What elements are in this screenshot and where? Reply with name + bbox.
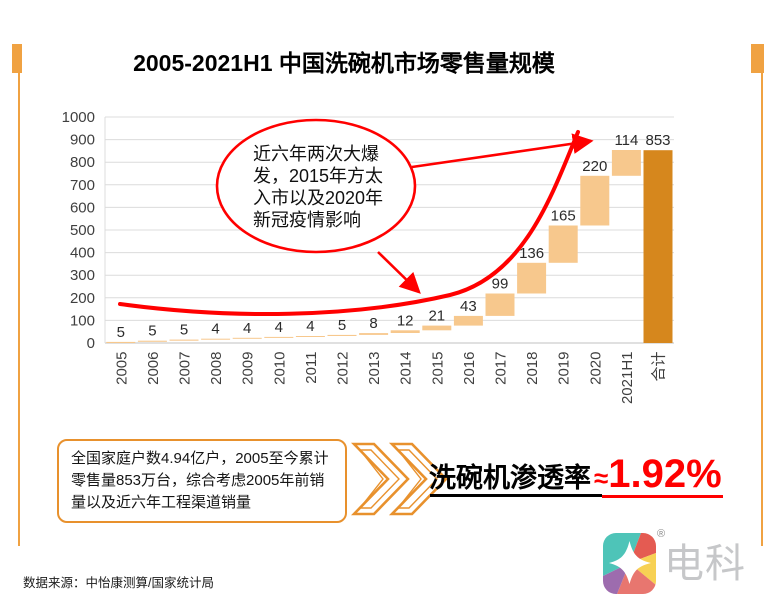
- data-source: 数据来源：中怡康测算/国家统计局: [23, 576, 214, 590]
- svg-text:2017: 2017: [493, 352, 510, 385]
- underline-black: [430, 494, 602, 497]
- x-axis-labels: 2005 2006 2007 2008 2009 2010 2011 2012 2013 2014…: [113, 352, 667, 405]
- svg-text:220: 220: [582, 158, 607, 175]
- svg-text:700: 700: [70, 177, 95, 194]
- logo: ® 电科技: [603, 528, 780, 596]
- waterfall-bar: [611, 150, 641, 176]
- summary-box: 全国家庭户数4.94亿户，2005至今累计零售量853万台，综合考虑2005年前…: [57, 439, 347, 524]
- svg-text:2009: 2009: [240, 352, 257, 385]
- waterfall-bar: [201, 338, 231, 340]
- waterfall-bars: [106, 150, 673, 343]
- waterfall-bar: [232, 337, 262, 339]
- summary-text: 全国家庭户数4.94亿户，2005至今累计零售量853万台，综合考虑2005年前…: [71, 450, 329, 512]
- growth-curve: [118, 130, 580, 316]
- penetration-value: 1.92%: [608, 452, 722, 496]
- svg-text:100: 100: [70, 312, 95, 329]
- svg-text:2008: 2008: [208, 352, 225, 385]
- svg-text:2021H1: 2021H1: [619, 352, 636, 405]
- underline-red: [602, 495, 723, 498]
- svg-text:2019: 2019: [556, 352, 573, 385]
- svg-text:2007: 2007: [177, 352, 194, 385]
- svg-text:200: 200: [70, 290, 95, 307]
- svg-text:2006: 2006: [145, 352, 162, 385]
- svg-text:0: 0: [87, 335, 95, 352]
- waterfall-bar: [548, 225, 578, 263]
- svg-text:8: 8: [369, 315, 377, 332]
- svg-text:2018: 2018: [524, 352, 541, 385]
- waterfall-bar: [327, 334, 357, 336]
- svg-text:136: 136: [519, 245, 544, 262]
- svg-text:800: 800: [70, 154, 95, 171]
- svg-text:21: 21: [428, 308, 445, 325]
- svg-text:5: 5: [117, 324, 125, 341]
- svg-text:4: 4: [211, 321, 219, 338]
- svg-text:2015: 2015: [429, 352, 446, 385]
- waterfall-bar: [453, 315, 483, 326]
- annotation-arrow-up: [411, 133, 594, 169]
- waterfall-bar: [359, 333, 389, 335]
- svg-text:165: 165: [551, 208, 576, 225]
- svg-text:99: 99: [492, 276, 509, 293]
- svg-text:2013: 2013: [366, 352, 383, 385]
- chevrons-icon: [351, 442, 448, 516]
- svg-text:853: 853: [645, 132, 670, 149]
- annotation-text-line: 近六年两次大爆: [253, 144, 379, 164]
- svg-text:2016: 2016: [461, 352, 478, 385]
- left-accent-tab: [12, 44, 22, 73]
- registered-mark: ®: [657, 528, 666, 540]
- y-axis-labels: 0 100 200 300 400 500 600 700 800 900 1000: [62, 109, 95, 352]
- svg-text:5: 5: [180, 322, 188, 339]
- penetration-approx-sign: ≈: [594, 463, 609, 493]
- waterfall-bar: [485, 293, 515, 316]
- svg-text:114: 114: [614, 132, 638, 149]
- svg-text:900: 900: [70, 132, 95, 149]
- svg-text:43: 43: [460, 298, 477, 315]
- svg-text:2014: 2014: [398, 352, 415, 385]
- svg-text:合计: 合计: [651, 352, 668, 382]
- waterfall-bar: [517, 262, 547, 294]
- svg-text:400: 400: [70, 245, 95, 262]
- svg-text:4: 4: [275, 319, 283, 336]
- svg-text:2020: 2020: [587, 352, 604, 385]
- waterfall-bar: [390, 330, 420, 333]
- annotation-text-line: 入市以及2020年: [253, 188, 383, 208]
- svg-text:5: 5: [338, 317, 346, 334]
- svg-text:4: 4: [243, 320, 251, 337]
- waterfall-bar: [580, 175, 610, 226]
- right-accent-line: [761, 72, 763, 546]
- svg-text:2011: 2011: [303, 352, 320, 384]
- right-accent-tab: [751, 44, 764, 73]
- svg-text:2012: 2012: [335, 352, 352, 385]
- svg-text:12: 12: [397, 312, 414, 329]
- waterfall-chart: 0 100 200 300 400 500 600 700 800 900 1000 5 5 5 4 4 4 4…: [62, 109, 674, 405]
- left-accent-line: [18, 72, 20, 546]
- svg-text:300: 300: [70, 267, 95, 284]
- svg-text:4: 4: [306, 318, 314, 335]
- waterfall-bar: [137, 340, 167, 342]
- annotation-arrow-down: [377, 251, 421, 294]
- penetration-label: 洗碗机渗透率: [429, 463, 591, 493]
- svg-text:1000: 1000: [62, 109, 95, 126]
- waterfall-bar: [295, 336, 325, 337]
- total-bar: [643, 150, 673, 343]
- annotation-ellipse: [215, 118, 417, 254]
- svg-text:500: 500: [70, 222, 95, 239]
- svg-text:2005: 2005: [113, 352, 130, 385]
- waterfall-bar: [106, 341, 136, 343]
- annotation-text-line: 新冠疫情影响: [253, 210, 361, 230]
- svg-text:2010: 2010: [271, 352, 288, 385]
- logo-text: 电科技: [664, 542, 746, 586]
- logo-icon: [603, 533, 656, 594]
- page-title: 2005-2021H1 中国洗碗机市场零售量规模: [133, 50, 555, 76]
- annotation-text-line: 发，2015年方太: [253, 166, 383, 186]
- penetration-stat: 洗碗机渗透率 ≈ 1.92%: [429, 452, 722, 497]
- svg-text:5: 5: [148, 323, 156, 340]
- waterfall-bar: [422, 325, 452, 331]
- svg-text:600: 600: [70, 199, 95, 216]
- waterfall-bar: [264, 336, 294, 338]
- bar-value-labels: 5 5 5 4 4 4 4 5 8 12 21 43 99 136 165 220 114 853: [117, 132, 671, 341]
- waterfall-bar: [169, 339, 199, 341]
